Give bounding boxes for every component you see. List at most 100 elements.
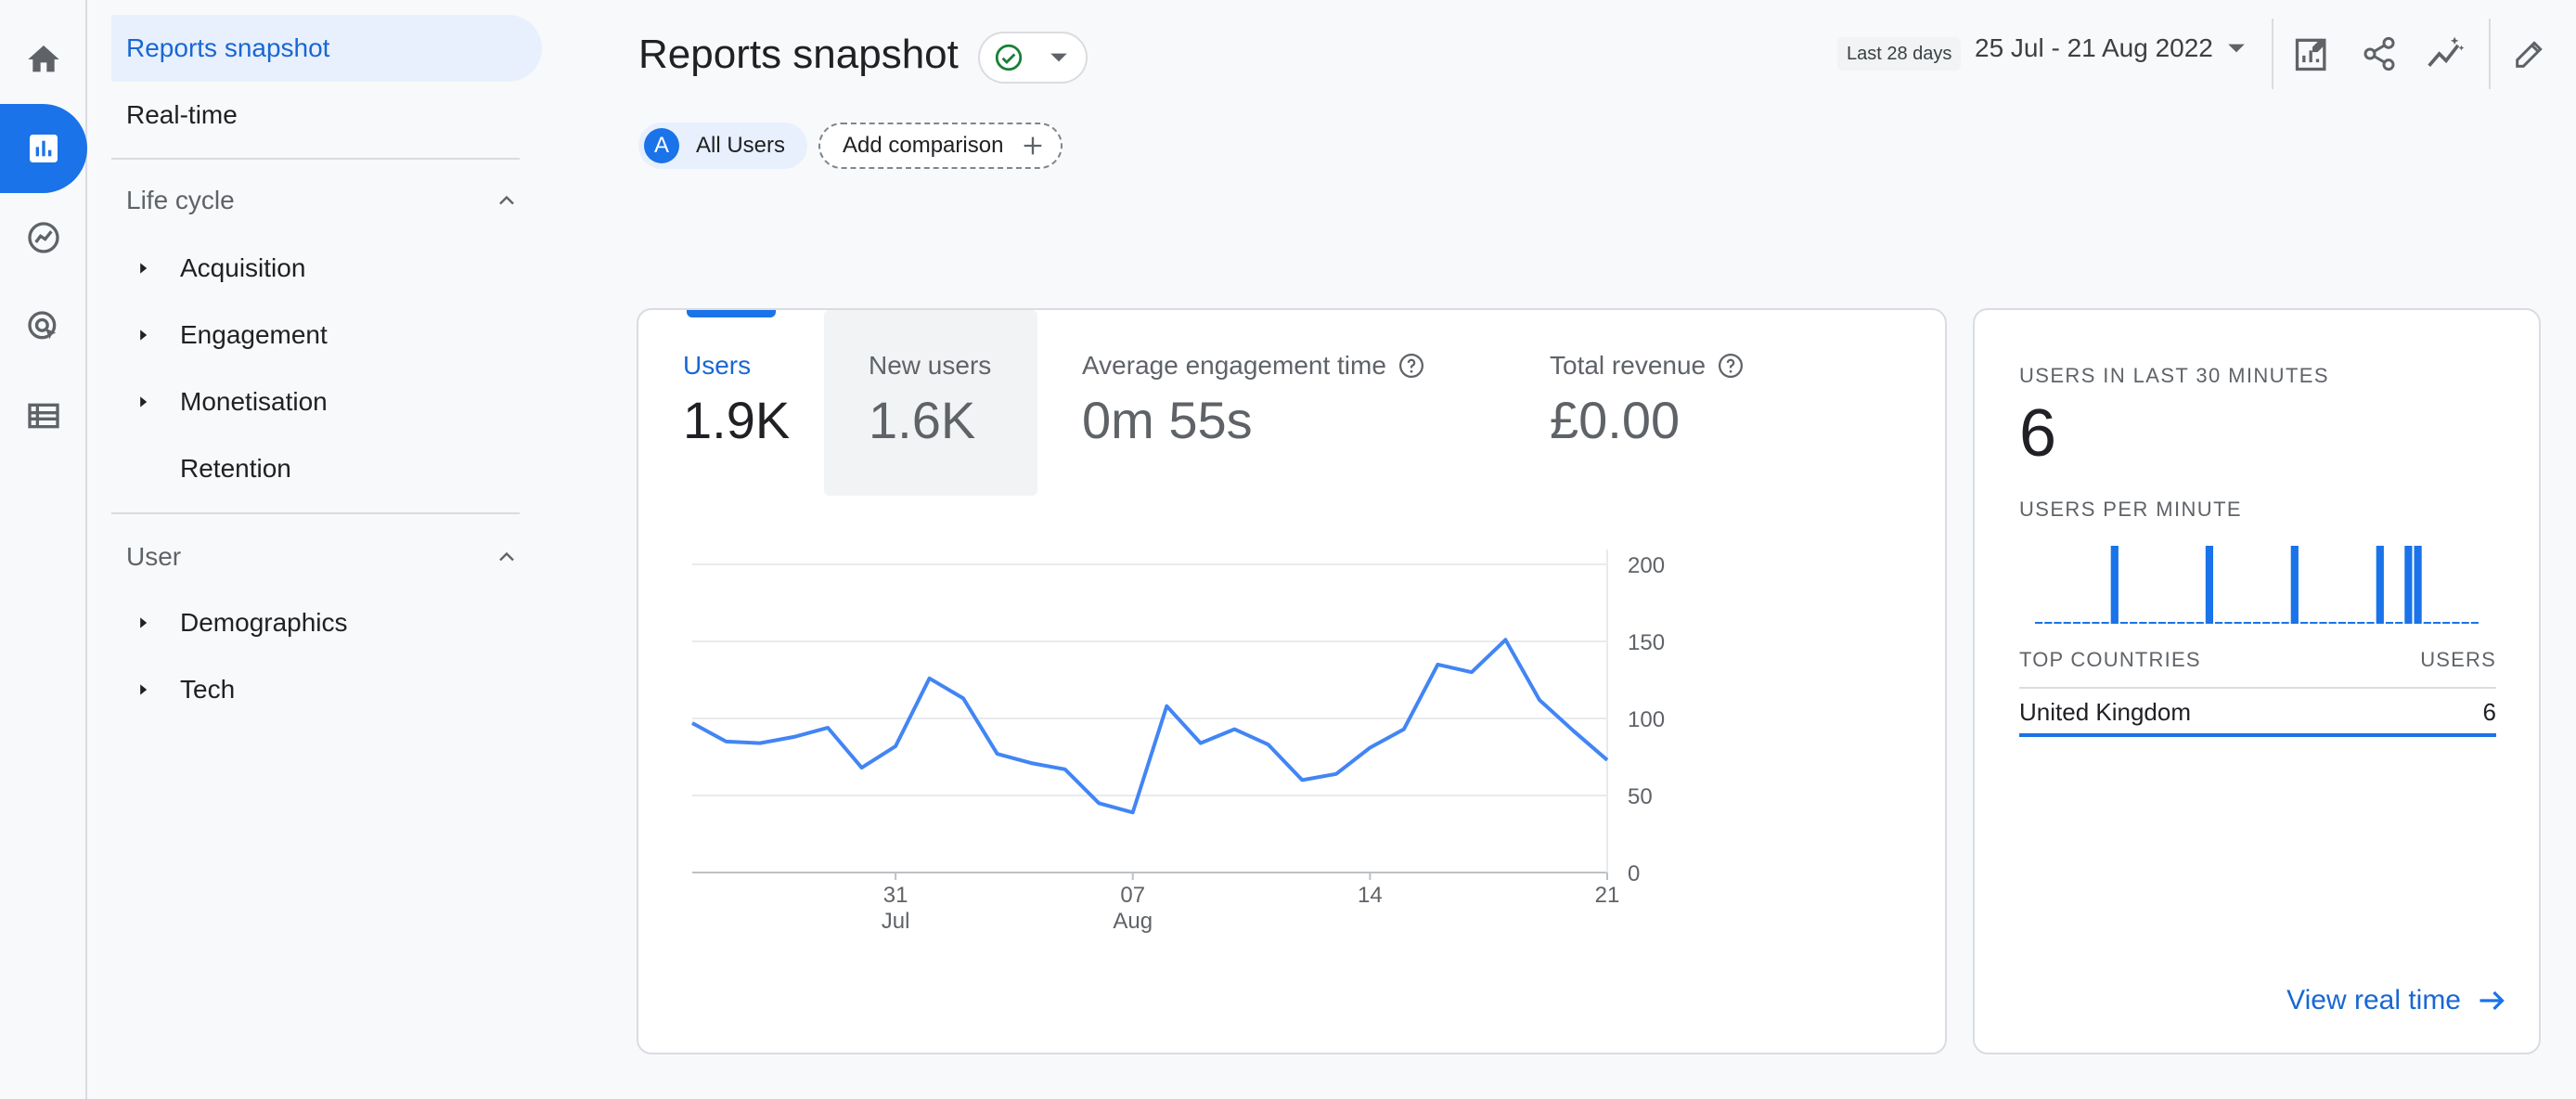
active-tab-indicator xyxy=(687,310,776,317)
data-point[interactable] xyxy=(990,746,1005,761)
users-series-line[interactable] xyxy=(691,638,1609,815)
configure-icon[interactable] xyxy=(0,371,87,460)
minute-bar xyxy=(2357,622,2365,624)
x-tick-label: 31 xyxy=(883,883,908,908)
data-point[interactable] xyxy=(1600,753,1615,768)
nav-reports-snapshot[interactable]: Reports snapshot xyxy=(111,15,542,82)
nav-item-label: Monetisation xyxy=(180,387,328,416)
metric-tab-engagement-time[interactable]: Average engagement time 0m 55s xyxy=(1082,310,1518,496)
data-point[interactable] xyxy=(1532,692,1547,707)
data-point[interactable] xyxy=(1329,767,1344,782)
segment-avatar: A xyxy=(644,128,679,163)
data-point[interactable] xyxy=(1058,762,1073,777)
data-point[interactable] xyxy=(1159,699,1174,714)
minute-bar xyxy=(2072,622,2081,624)
section-title: Life cycle xyxy=(126,186,235,214)
header-divider xyxy=(2272,19,2273,89)
nav-item-retention[interactable]: Retention xyxy=(111,435,291,502)
nav-item-label: Engagement xyxy=(180,320,328,349)
nav-item-engagement[interactable]: Engagement xyxy=(111,302,328,368)
data-point[interactable] xyxy=(1565,723,1580,738)
nav-item-acquisition[interactable]: Acquisition xyxy=(111,235,305,302)
metric-value: 0m 55s xyxy=(1082,391,1253,449)
x-tick-label: 07 xyxy=(1120,883,1145,908)
all-users-segment-chip[interactable]: A All Users xyxy=(638,123,808,169)
metric-label: Total revenue xyxy=(1550,351,1707,380)
expand-arrow-icon xyxy=(128,320,158,350)
metric-value: £0.00 xyxy=(1550,391,1681,449)
data-point[interactable] xyxy=(1430,657,1445,672)
explore-icon[interactable] xyxy=(0,193,87,282)
metrics-card: Users 1.9K New users 1.6K Average engage… xyxy=(637,308,1947,1054)
top-countries-header: TOP COUNTRIES USERS xyxy=(2019,648,2496,672)
data-point[interactable] xyxy=(753,736,767,751)
customize-report-icon[interactable] xyxy=(2290,32,2335,76)
data-point[interactable] xyxy=(1498,632,1513,647)
y-tick-label: 150 xyxy=(1628,630,1665,655)
nav-section-user[interactable]: User xyxy=(126,529,520,585)
add-comparison-button[interactable]: Add comparison xyxy=(818,123,1063,169)
advertising-icon[interactable] xyxy=(0,282,87,371)
nav-item-label: Real-time xyxy=(126,100,238,129)
minute-bar xyxy=(2395,622,2403,624)
help-icon[interactable] xyxy=(1717,352,1745,380)
minute-bar xyxy=(2338,622,2346,624)
minute-bar xyxy=(2376,546,2384,624)
x-tick-label: 21 xyxy=(1595,883,1620,908)
date-range-picker[interactable]: 25 Jul - 21 Aug 2022 xyxy=(1975,33,2247,63)
minute-bar xyxy=(2035,622,2043,624)
data-point[interactable] xyxy=(1193,736,1208,751)
nav-realtime[interactable]: Real-time xyxy=(111,82,238,149)
metric-label: Users xyxy=(683,351,752,380)
minute-bar xyxy=(2044,622,2053,624)
data-point[interactable] xyxy=(1091,795,1106,810)
insights-icon[interactable] xyxy=(2424,32,2468,76)
check-circle-icon xyxy=(995,44,1023,71)
reports-icon[interactable] xyxy=(0,104,87,193)
minute-bar xyxy=(2470,622,2479,624)
nav-section-lifecycle[interactable]: Life cycle xyxy=(126,173,520,228)
data-point[interactable] xyxy=(888,739,903,754)
y-tick-label: 100 xyxy=(1628,707,1665,732)
data-point[interactable] xyxy=(1397,722,1411,737)
share-icon[interactable] xyxy=(2357,32,2402,76)
data-point[interactable] xyxy=(719,734,734,749)
data-point[interactable] xyxy=(956,691,971,705)
minute-bar xyxy=(2110,546,2119,624)
nav-item-monetisation[interactable]: Monetisation xyxy=(111,368,328,435)
metric-tab-users[interactable]: Users 1.9K xyxy=(683,310,831,496)
data-point[interactable] xyxy=(1126,805,1140,820)
metric-label-row: Average engagement time xyxy=(1082,351,1425,381)
minute-bar xyxy=(2196,622,2204,624)
nav-item-tech[interactable]: Tech xyxy=(111,656,235,723)
minute-bar xyxy=(2168,622,2176,624)
minute-bar xyxy=(2205,546,2213,624)
minute-bar xyxy=(2215,622,2223,624)
arrow-right-icon xyxy=(2479,990,2505,1011)
metric-value: 1.9K xyxy=(683,391,791,449)
data-point[interactable] xyxy=(1362,741,1377,756)
data-point[interactable] xyxy=(820,720,835,735)
home-icon[interactable] xyxy=(0,15,87,104)
page-title: Reports snapshot xyxy=(638,32,959,77)
edit-icon[interactable] xyxy=(2507,32,2552,76)
data-point[interactable] xyxy=(1261,737,1276,752)
data-point[interactable] xyxy=(787,730,802,744)
date-preset-label: Last 28 days xyxy=(1837,37,1962,71)
view-real-time-link[interactable]: View real time xyxy=(2286,984,2509,1017)
metric-tab-total-revenue[interactable]: Total revenue £0.00 xyxy=(1550,310,1828,496)
plus-icon xyxy=(1024,136,1042,155)
data-point[interactable] xyxy=(1227,722,1242,737)
data-point[interactable] xyxy=(1464,665,1479,679)
data-quality-dropdown[interactable] xyxy=(978,32,1088,84)
data-point[interactable] xyxy=(855,760,869,775)
help-icon[interactable] xyxy=(1397,352,1425,380)
metric-tab-new-users[interactable]: New users 1.6K xyxy=(824,310,1037,496)
data-point[interactable] xyxy=(685,716,700,731)
data-point[interactable] xyxy=(922,671,937,686)
data-point[interactable] xyxy=(1294,772,1309,787)
nav-item-demographics[interactable]: Demographics xyxy=(111,589,348,656)
minute-bar xyxy=(2290,546,2299,624)
data-point[interactable] xyxy=(1024,756,1038,770)
